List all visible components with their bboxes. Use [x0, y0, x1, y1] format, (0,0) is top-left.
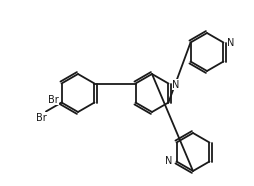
Text: N: N: [165, 156, 172, 166]
Text: Br: Br: [48, 94, 59, 105]
Text: N: N: [172, 79, 180, 89]
Text: N: N: [227, 38, 235, 47]
Text: Br: Br: [36, 113, 47, 123]
